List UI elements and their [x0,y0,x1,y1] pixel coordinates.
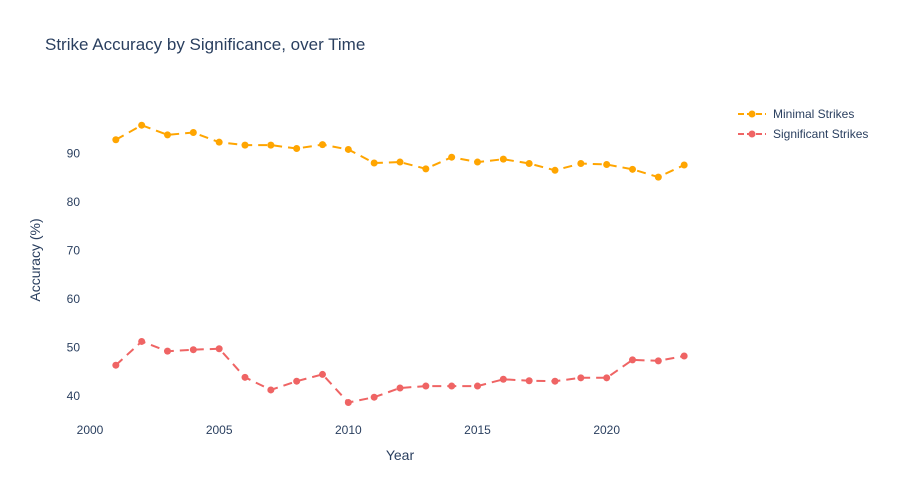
y-axis-title: Accuracy (%) [27,218,43,301]
data-point[interactable] [629,165,636,173]
data-point[interactable] [525,160,533,168]
data-point[interactable] [499,375,507,383]
data-point[interactable] [603,160,611,168]
data-point[interactable] [241,141,249,149]
data-point[interactable] [189,346,197,354]
y-tick-label: 80 [67,195,81,209]
y-tick-label: 70 [67,243,81,257]
y-tick-label: 40 [67,389,81,403]
data-point[interactable] [629,356,636,364]
series-significant-strikes [112,337,688,407]
legend-label: Minimal Strikes [773,107,854,121]
data-point[interactable] [422,165,430,173]
data-point[interactable] [422,382,430,390]
data-point[interactable] [577,160,585,168]
legend-item[interactable]: Minimal Strikes [738,107,854,121]
data-point[interactable] [164,131,171,139]
data-point[interactable] [577,374,585,382]
data-point[interactable] [448,382,456,390]
data-point[interactable] [654,173,662,181]
data-point[interactable] [525,377,533,385]
data-point[interactable] [396,384,404,392]
data-point[interactable] [551,377,559,385]
data-point[interactable] [370,393,378,401]
legend-marker [748,110,756,118]
data-point[interactable] [112,136,120,144]
legend-item[interactable]: Significant Strikes [738,127,868,141]
data-point[interactable] [293,144,301,152]
data-point[interactable] [370,159,378,167]
plot-area [112,121,688,407]
x-axis-title: Year [386,447,415,463]
x-tick-label: 2010 [335,423,362,437]
data-point[interactable] [551,166,559,174]
data-point[interactable] [267,141,275,149]
y-tick-label: 50 [67,340,81,354]
data-point[interactable] [215,345,223,353]
series-minimal-strikes [112,121,688,181]
x-tick-label: 2020 [593,423,620,437]
legend-label: Significant Strikes [773,127,868,141]
data-point[interactable] [319,141,326,149]
x-tick-label: 2015 [464,423,491,437]
data-point[interactable] [344,145,352,153]
data-point[interactable] [164,347,171,355]
data-point[interactable] [241,373,249,381]
data-point[interactable] [654,357,662,365]
data-point[interactable] [603,374,611,382]
data-point[interactable] [319,370,326,378]
data-point[interactable] [499,155,507,163]
y-axis: 40 50 60 70 80 90 [67,146,81,402]
data-point[interactable] [474,382,481,390]
x-axis: 2000 2005 2010 2015 2020 [77,423,621,437]
legend[interactable]: Minimal Strikes Significant Strikes [738,107,868,141]
y-tick-label: 90 [67,146,81,160]
data-point[interactable] [267,386,275,394]
data-point[interactable] [215,138,223,146]
data-point[interactable] [138,121,146,129]
legend-marker [748,130,756,138]
data-point[interactable] [138,337,146,345]
data-point[interactable] [189,128,197,136]
data-point[interactable] [396,158,404,166]
series-line [115,340,685,404]
x-tick-label: 2000 [77,423,104,437]
data-point[interactable] [112,361,120,369]
data-point[interactable] [474,158,481,166]
data-point[interactable] [293,377,301,385]
x-tick-label: 2005 [206,423,233,437]
y-tick-label: 60 [67,292,81,306]
chart-title: Strike Accuracy by Significance, over Ti… [45,35,365,54]
data-point[interactable] [680,161,688,169]
data-point[interactable] [448,153,456,161]
data-point[interactable] [680,352,688,360]
data-point[interactable] [344,399,352,407]
